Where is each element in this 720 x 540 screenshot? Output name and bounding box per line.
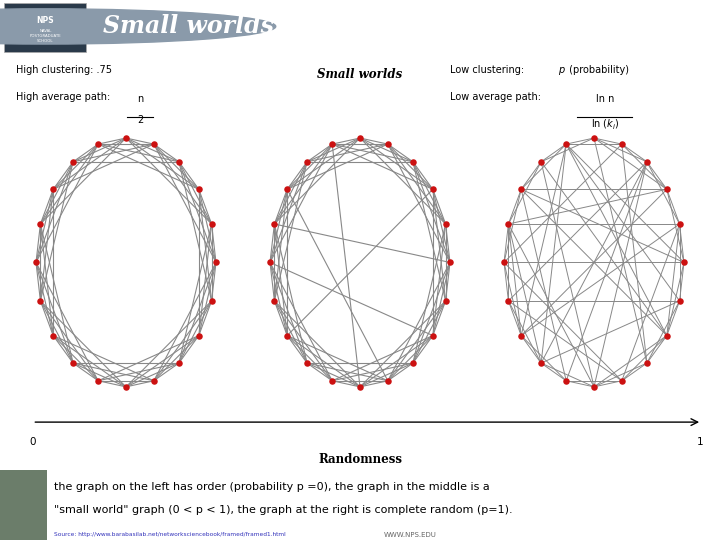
- Bar: [0, 470, 47, 540]
- Point: [148, 376, 160, 385]
- Point: [302, 359, 313, 367]
- Point: [120, 134, 132, 143]
- Point: [503, 296, 514, 305]
- Point: [173, 158, 184, 166]
- Point: [498, 258, 510, 267]
- Point: [48, 185, 59, 194]
- Text: 2: 2: [138, 115, 143, 125]
- Text: Small worlds: Small worlds: [318, 68, 402, 80]
- Point: [407, 359, 418, 367]
- Point: [193, 331, 204, 340]
- Point: [661, 331, 672, 340]
- Text: Low average path:: Low average path:: [450, 92, 541, 103]
- Point: [674, 296, 685, 305]
- Point: [641, 158, 652, 166]
- Point: [210, 258, 222, 267]
- Point: [641, 359, 652, 367]
- Bar: [4, 3, 86, 52]
- Point: [326, 376, 338, 385]
- Point: [382, 376, 394, 385]
- Point: [35, 296, 46, 305]
- Point: [148, 140, 160, 149]
- Point: [503, 220, 514, 228]
- Point: [92, 376, 104, 385]
- Point: [440, 220, 451, 228]
- Point: [560, 376, 572, 385]
- Text: High average path:: High average path:: [16, 92, 110, 103]
- Point: [678, 258, 690, 267]
- Point: [382, 140, 394, 149]
- Point: [407, 158, 418, 166]
- Point: [206, 296, 217, 305]
- Point: [588, 382, 600, 391]
- Point: [68, 158, 79, 166]
- Point: [444, 258, 456, 267]
- Point: [427, 185, 438, 194]
- Point: [440, 296, 451, 305]
- Point: [326, 140, 338, 149]
- Point: [516, 331, 527, 340]
- Point: [173, 359, 184, 367]
- Text: ln n: ln n: [595, 94, 614, 104]
- Point: [674, 220, 685, 228]
- Text: WWW.NPS.EDU: WWW.NPS.EDU: [384, 531, 437, 538]
- Point: [516, 185, 527, 194]
- Point: [588, 134, 600, 143]
- Point: [661, 185, 672, 194]
- Text: Low clustering:: Low clustering:: [450, 65, 527, 76]
- Point: [427, 331, 438, 340]
- Text: "small world" graph (0 < p < 1), the graph at the right is complete random (p=1): "small world" graph (0 < p < 1), the gra…: [54, 505, 513, 515]
- Text: 1: 1: [696, 437, 703, 447]
- Text: n: n: [138, 94, 143, 104]
- Point: [616, 140, 628, 149]
- Point: [193, 185, 204, 194]
- Point: [282, 185, 293, 194]
- Text: NAVAL
POSTGRADUATE
SCHOOL: NAVAL POSTGRADUATE SCHOOL: [30, 29, 61, 43]
- Text: 0: 0: [29, 437, 36, 447]
- Point: [302, 158, 313, 166]
- Point: [35, 220, 46, 228]
- Point: [264, 258, 276, 267]
- Point: [536, 158, 547, 166]
- Point: [48, 331, 59, 340]
- Point: [206, 220, 217, 228]
- Point: [282, 331, 293, 340]
- Point: [269, 296, 280, 305]
- Circle shape: [0, 9, 276, 44]
- Text: High clustering: .75: High clustering: .75: [16, 65, 112, 76]
- Text: Source: http://www.barabasilab.net/networksciencebook/framed/framed1.html: Source: http://www.barabasilab.net/netwo…: [54, 531, 286, 537]
- Point: [616, 376, 628, 385]
- Text: (probability): (probability): [566, 65, 629, 76]
- Text: Randomness: Randomness: [318, 453, 402, 466]
- Point: [30, 258, 42, 267]
- Point: [269, 220, 280, 228]
- Point: [120, 382, 132, 391]
- Text: the graph on the left has order (probability p =0), the graph in the middle is a: the graph on the left has order (probabi…: [54, 482, 490, 492]
- Point: [354, 134, 366, 143]
- Text: ln ($\overline{k_i}$): ln ($\overline{k_i}$): [590, 115, 619, 132]
- Text: p: p: [558, 65, 564, 76]
- Text: NPS: NPS: [37, 16, 54, 25]
- Text: , between order and chaos: , between order and chaos: [277, 15, 596, 38]
- Point: [92, 140, 104, 149]
- Point: [560, 140, 572, 149]
- Point: [68, 359, 79, 367]
- Point: [536, 359, 547, 367]
- Text: Small worlds: Small worlds: [103, 15, 274, 38]
- Point: [354, 382, 366, 391]
